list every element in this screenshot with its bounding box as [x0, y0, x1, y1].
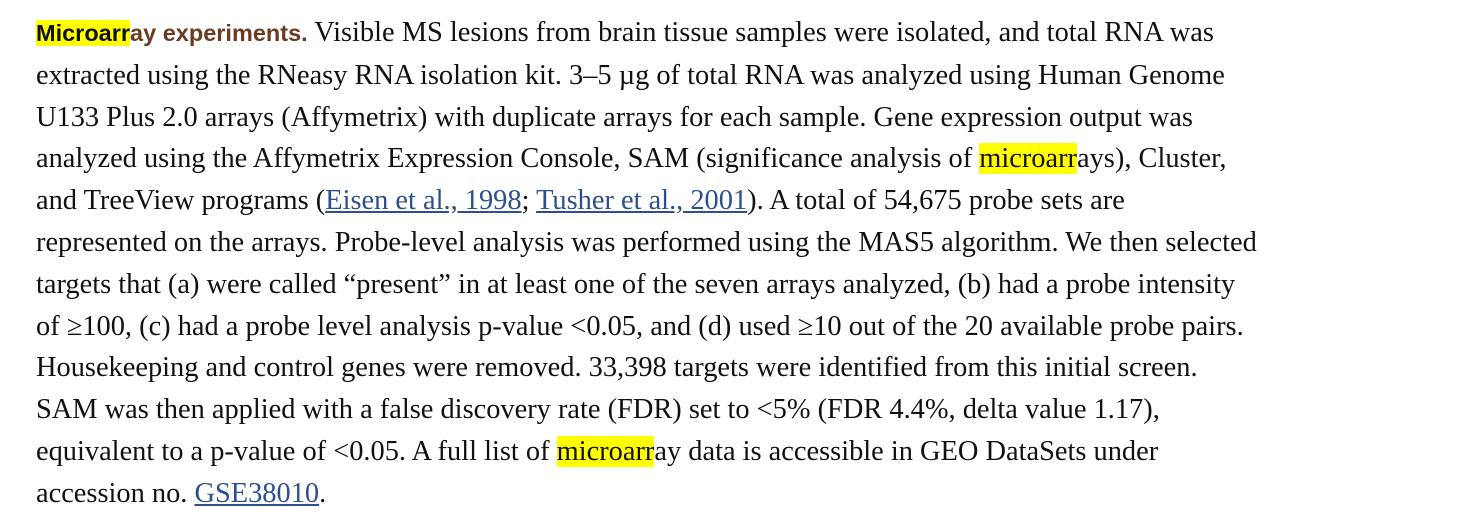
paragraph-line-6: represented on the arrays. Probe-level a… — [36, 226, 1257, 258]
line-text: equivalent to a p-value of <0.05. A full… — [36, 435, 557, 467]
line-text: ). A total of 54,675 probe sets are — [747, 185, 1125, 217]
line-text: ; — [521, 185, 537, 217]
line-text: Visible MS lesions from brain tissue sam… — [314, 17, 1214, 48]
paragraph-line-10: SAM was then applied with a false discov… — [36, 394, 1160, 426]
section-heading-rest: ay experiments. — [130, 20, 308, 46]
paragraph-line-8: of ≥100, (c) had a probe level analysis … — [36, 310, 1244, 342]
paragraph-line-3: U133 Plus 2.0 arrays (Affymetrix) with d… — [36, 101, 1193, 133]
line-text: and TreeView programs ( — [36, 185, 326, 217]
search-highlight: microarr — [556, 435, 655, 467]
citation-link-tusher[interactable]: Tusher et al., 2001 — [536, 185, 748, 217]
line-text: ay data is accessible in GEO DataSets un… — [654, 435, 1159, 467]
paragraph-line-11: equivalent to a p-value of <0.05. A full… — [36, 431, 1436, 473]
line-text: ays), Cluster, — [1077, 143, 1227, 175]
search-highlight: Microarr — [36, 20, 131, 46]
paragraph-line-9: Housekeeping and control genes were remo… — [36, 352, 1198, 384]
methods-paragraph: Microarray experiments. Visible MS lesio… — [36, 12, 1436, 515]
search-highlight: microarr — [979, 143, 1078, 175]
paragraph-line-12: accession no. GSE38010. — [36, 473, 1436, 515]
paragraph-line-5: and TreeView programs (Eisen et al., 199… — [36, 180, 1436, 222]
paragraph-line-1: Microarray experiments. Visible MS lesio… — [36, 12, 1436, 55]
paragraph-line-4: analyzed using the Affymetrix Expression… — [36, 138, 1436, 180]
line-text: analyzed using the Affymetrix Expression… — [36, 143, 980, 175]
paragraph-line-2: extracted using the RNeasy RNA isolation… — [36, 59, 1225, 91]
paragraph-line-7: targets that (a) were called “present” i… — [36, 268, 1236, 300]
section-heading: Microarray experiments. — [36, 20, 308, 46]
line-text: accession no. — [36, 477, 195, 509]
line-text: . — [319, 477, 327, 509]
citation-link-eisen[interactable]: Eisen et al., 1998 — [325, 185, 522, 217]
geo-accession-link[interactable]: GSE38010 — [194, 477, 320, 509]
